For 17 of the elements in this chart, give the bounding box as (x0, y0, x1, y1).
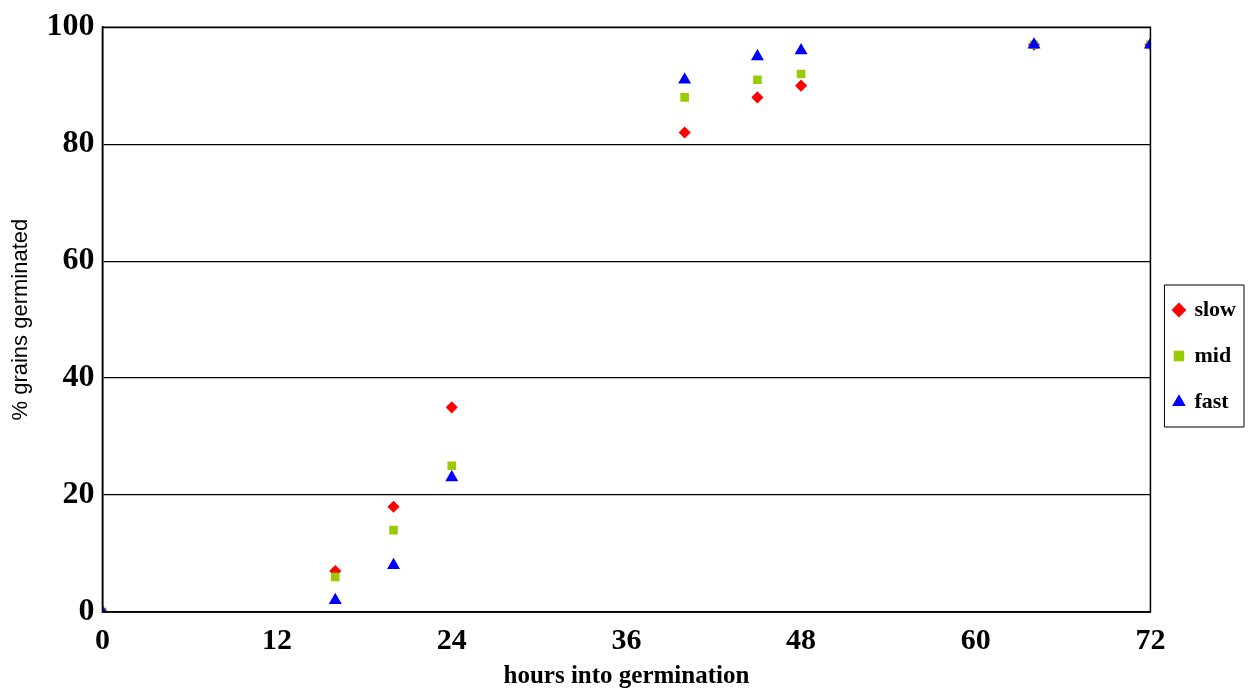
x-axis-title: hours into germination (503, 661, 750, 689)
y-tick-label: 80 (62, 123, 95, 160)
x-tick-label: 72 (1135, 621, 1166, 655)
y-tick-label: 0 (78, 591, 95, 628)
y-tick-label: 100 (46, 6, 95, 43)
x-tick-label: 60 (960, 621, 991, 655)
y-tick-label: 60 (62, 240, 95, 277)
legend-label: slow (1194, 295, 1237, 321)
x-tick-label: 36 (611, 621, 642, 655)
x-tick-label: 48 (786, 621, 817, 655)
x-tick-label: 24 (436, 621, 467, 655)
y-axis-title: % grains germinated (7, 218, 33, 421)
y-tick-label: 20 (62, 474, 95, 511)
legend-label: fast (1194, 387, 1230, 413)
legend-label: mid (1194, 341, 1232, 367)
y-tick-label: 40 (62, 357, 95, 394)
x-tick-label: 12 (262, 621, 293, 655)
